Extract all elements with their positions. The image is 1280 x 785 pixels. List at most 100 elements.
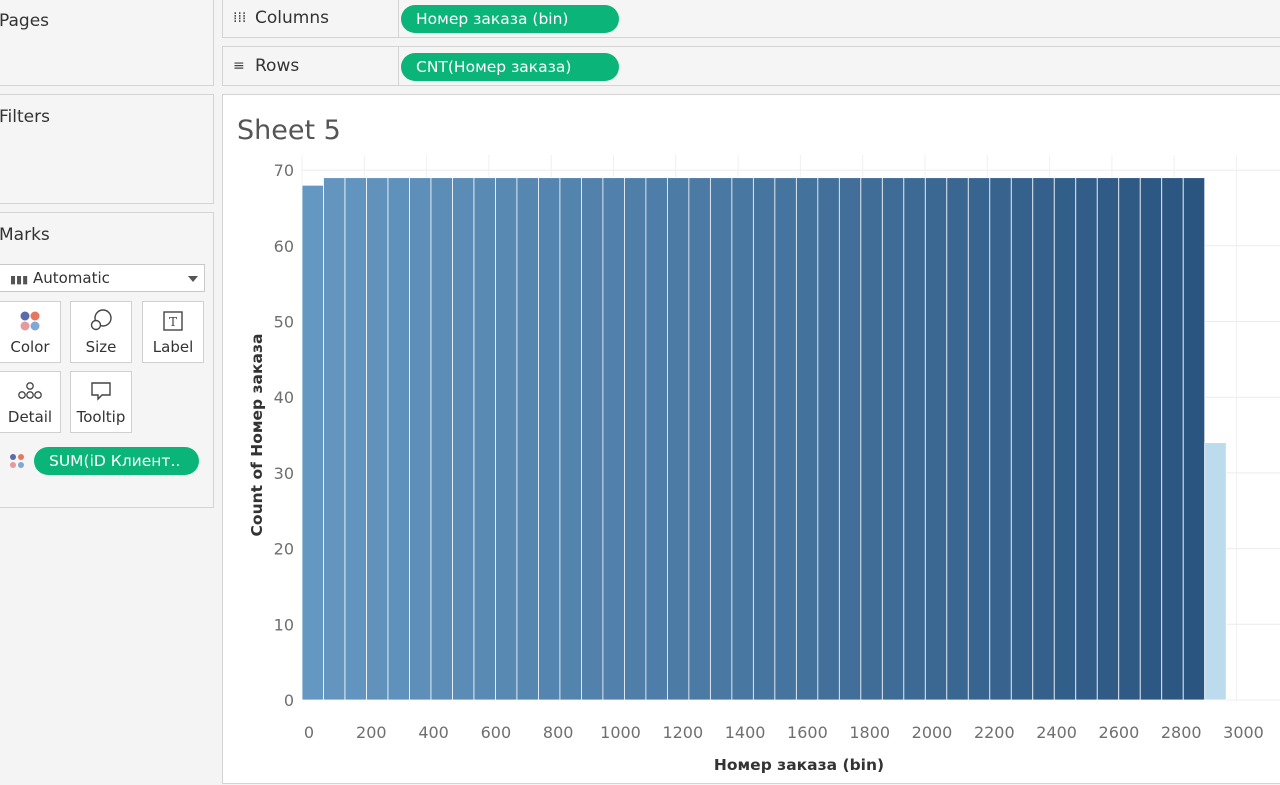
x-tick-label: 1000 xyxy=(600,723,641,742)
histogram-bar[interactable] xyxy=(452,177,475,701)
y-axis-title: Count of Номер заказа xyxy=(248,334,266,537)
histogram-bar[interactable] xyxy=(1053,177,1077,701)
marks-title: Marks xyxy=(0,225,50,245)
filters-title: Filters xyxy=(0,107,50,127)
histogram-bar[interactable] xyxy=(1032,177,1055,701)
histogram-bar[interactable] xyxy=(1204,442,1227,701)
histogram-bar[interactable] xyxy=(1182,177,1206,701)
x-tick-label: 1800 xyxy=(849,723,890,742)
histogram-bar[interactable] xyxy=(709,177,733,701)
histogram-bar[interactable] xyxy=(838,177,862,701)
text-label-icon: T xyxy=(143,302,203,332)
histogram-bar[interactable] xyxy=(1118,177,1141,701)
x-tick-label: 1600 xyxy=(787,723,828,742)
histogram-bar[interactable] xyxy=(516,177,539,701)
histogram-bar[interactable] xyxy=(538,177,561,701)
histogram-bar[interactable] xyxy=(344,177,367,701)
size-icon xyxy=(71,302,131,332)
histogram-bar[interactable] xyxy=(946,177,969,701)
y-tick-label: 30 xyxy=(274,464,294,483)
histogram-bar[interactable] xyxy=(1075,177,1098,701)
tooltip-button[interactable]: Tooltip xyxy=(70,371,132,433)
rows-icon: ≡ xyxy=(233,58,245,74)
histogram-bar[interactable] xyxy=(301,184,324,701)
y-axis-ticks: 0 10 20 30 40 50 60 70 xyxy=(274,161,294,710)
histogram-bar[interactable] xyxy=(666,177,690,701)
histogram-bar[interactable] xyxy=(967,177,991,701)
bars xyxy=(301,177,1227,701)
histogram-bar[interactable] xyxy=(409,177,432,701)
histogram-bar[interactable] xyxy=(1161,177,1184,701)
rows-label-text: Rows xyxy=(255,56,300,76)
detail-dots-icon xyxy=(0,372,60,402)
histogram-bar[interactable] xyxy=(495,177,518,701)
histogram-bar[interactable] xyxy=(688,177,711,701)
x-tick-label: 0 xyxy=(304,723,314,742)
view-area[interactable]: Sheet 5 0 10 20 30 40 50 60 70 0 200 400 600 800 100… xyxy=(222,94,1280,784)
histogram-bar[interactable] xyxy=(473,177,496,701)
pages-title: Pages xyxy=(0,11,50,31)
histogram-bar[interactable] xyxy=(860,177,883,701)
x-tick-label: 2400 xyxy=(1036,723,1077,742)
histogram-bar[interactable] xyxy=(430,177,453,701)
columns-shelf[interactable]: ⁞⁞⁞ Columns Номер заказа (bin) xyxy=(222,0,1280,38)
bar-chart-icon: ▮▮▮ xyxy=(10,273,29,286)
x-tick-label: 1400 xyxy=(725,723,766,742)
mark-type-dropdown[interactable]: ▮▮▮ Automatic xyxy=(0,264,205,292)
x-axis-ticks: 0 200 400 600 800 1000 1200 1400 1600 1800 2000 220… xyxy=(304,723,1264,742)
histogram-bar[interactable] xyxy=(602,177,625,701)
histogram-bar[interactable] xyxy=(559,177,582,701)
histogram-chart[interactable]: 0 10 20 30 40 50 60 70 0 200 400 600 800 1000 1200 140… xyxy=(223,95,1280,785)
y-tick-label: 0 xyxy=(284,691,294,710)
histogram-bar[interactable] xyxy=(795,177,819,701)
chevron-down-icon xyxy=(188,276,198,282)
histogram-bar[interactable] xyxy=(1096,177,1120,701)
y-tick-label: 20 xyxy=(274,540,294,559)
histogram-bar[interactable] xyxy=(731,177,754,701)
color-palette-icon xyxy=(0,302,60,332)
columns-pill[interactable]: Номер заказа (bin) xyxy=(401,5,619,33)
histogram-bar[interactable] xyxy=(645,177,668,701)
histogram-bar[interactable] xyxy=(581,177,604,701)
rows-pill[interactable]: CNT(Номер заказа) xyxy=(401,53,619,81)
size-button[interactable]: Size xyxy=(70,301,132,363)
x-tick-label: 2800 xyxy=(1161,723,1202,742)
x-tick-label: 2000 xyxy=(912,723,953,742)
y-tick-label: 40 xyxy=(274,388,294,407)
color-button[interactable]: Color xyxy=(0,301,61,363)
histogram-bar[interactable] xyxy=(1139,177,1163,701)
histogram-bar[interactable] xyxy=(924,177,948,701)
x-tick-label: 600 xyxy=(481,723,512,742)
histogram-bar[interactable] xyxy=(1010,177,1034,701)
color-field-pill[interactable]: SUM(iD Клиент.. xyxy=(34,447,199,475)
histogram-bar[interactable] xyxy=(366,177,389,701)
size-label: Size xyxy=(85,338,117,356)
histogram-bar[interactable] xyxy=(989,177,1012,701)
histogram-bar[interactable] xyxy=(624,177,647,701)
y-tick-label: 50 xyxy=(274,313,294,332)
label-button[interactable]: T Label xyxy=(142,301,204,363)
histogram-bar[interactable] xyxy=(323,177,346,701)
filters-card[interactable]: Filters xyxy=(0,94,214,204)
histogram-bar[interactable] xyxy=(752,177,776,701)
color-label: Color xyxy=(10,338,50,356)
rows-shelf[interactable]: ≡ Rows CNT(Номер заказа) xyxy=(222,46,1280,86)
histogram-bar[interactable] xyxy=(881,177,905,701)
detail-label: Detail xyxy=(7,408,53,426)
x-tick-label: 3000 xyxy=(1223,723,1264,742)
rows-shelf-label: ≡ Rows xyxy=(223,47,399,85)
histogram-bar[interactable] xyxy=(817,177,840,701)
columns-icon: ⁞⁞⁞ xyxy=(233,10,247,26)
x-axis-title: Номер заказа (bin) xyxy=(714,756,884,774)
svg-text:T: T xyxy=(169,315,177,329)
histogram-bar[interactable] xyxy=(774,177,797,701)
histogram-bar[interactable] xyxy=(387,177,410,701)
x-tick-label: 1200 xyxy=(662,723,703,742)
tooltip-bubble-icon xyxy=(71,372,131,402)
label-label: Label xyxy=(152,338,194,356)
histogram-bar[interactable] xyxy=(903,177,926,701)
color-encoding-icon xyxy=(9,453,25,473)
x-tick-label: 2600 xyxy=(1099,723,1140,742)
detail-button[interactable]: Detail xyxy=(0,371,61,433)
columns-shelf-label: ⁞⁞⁞ Columns xyxy=(223,0,399,37)
